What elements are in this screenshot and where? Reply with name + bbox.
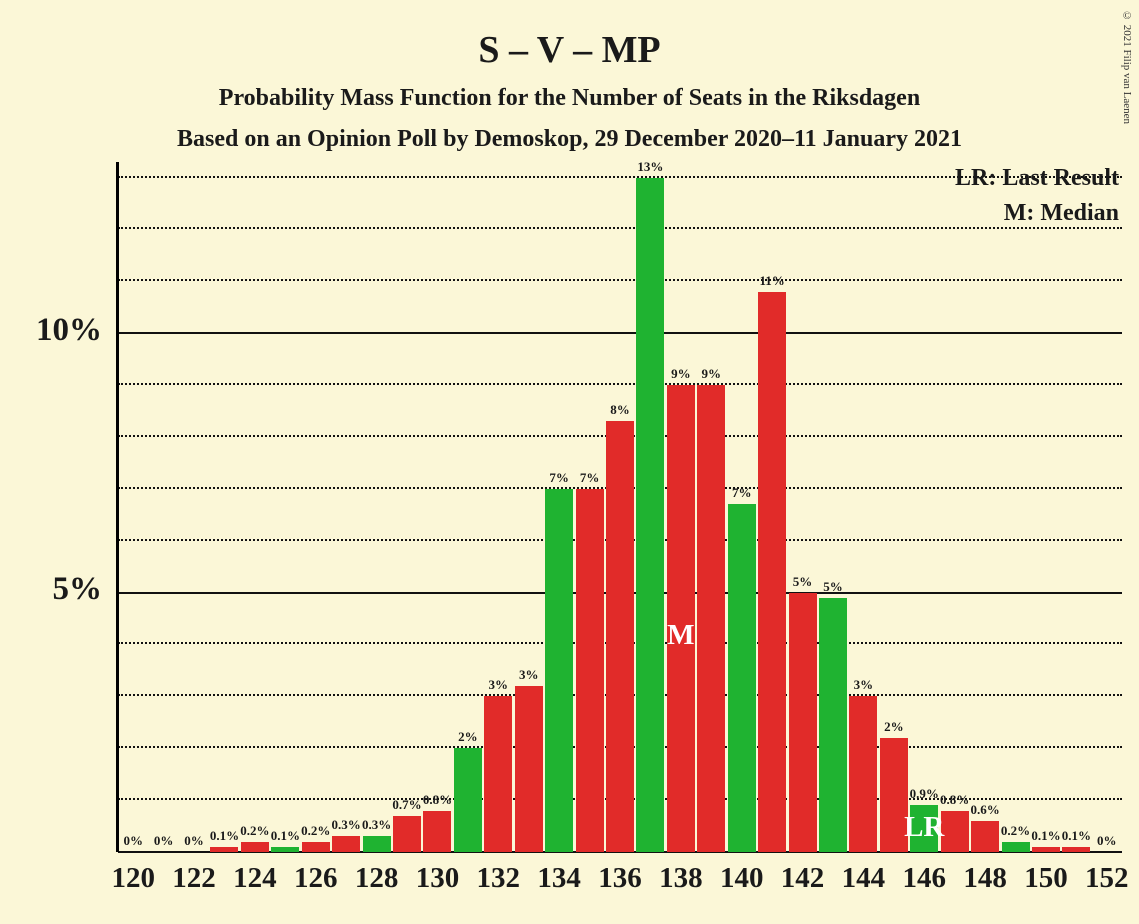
x-tick-label: 152 (1085, 862, 1129, 895)
x-tick-label: 142 (781, 862, 825, 895)
bar-value-label: 0.9% (910, 786, 939, 802)
bar-value-label: 0.1% (1031, 828, 1060, 844)
bar (454, 748, 482, 852)
bar (849, 696, 877, 852)
bar (636, 178, 664, 852)
bar-value-label: 0.2% (301, 823, 330, 839)
x-tick-label: 150 (1024, 862, 1068, 895)
plot-area: 0%0%0%0.1%0.2%0.1%0.2%0.3%0.3%0.7%0.8%2%… (118, 162, 1122, 852)
bar-value-label: 0% (1097, 833, 1117, 849)
bar-value-label: 3% (489, 677, 509, 693)
chart-subtitle-2: Based on an Opinion Poll by Demoskop, 29… (0, 126, 1139, 153)
bar-value-label: 11% (759, 273, 784, 289)
bar (363, 836, 391, 852)
y-tick-label: 5% (0, 571, 102, 608)
bar (423, 811, 451, 853)
bar (758, 292, 786, 852)
x-tick-label: 134 (537, 862, 581, 895)
bar (332, 836, 360, 852)
bar-value-label: 5% (793, 574, 813, 590)
x-tick-label: 132 (477, 862, 521, 895)
bar-value-label: 0.7% (392, 797, 421, 813)
x-tick-label: 128 (355, 862, 399, 895)
bar-value-label: 0.2% (1001, 823, 1030, 839)
chart-page: © 2021 Filip van Laenen S – V – MP Proba… (0, 0, 1139, 924)
bar-value-label: 9% (671, 366, 691, 382)
x-tick-label: 148 (963, 862, 1007, 895)
bar (515, 686, 543, 852)
x-tick-label: 146 (902, 862, 946, 895)
chart-subtitle-1: Probability Mass Function for the Number… (0, 85, 1139, 112)
bar-value-label: 3% (519, 667, 539, 683)
bar-value-label: 0.1% (210, 828, 239, 844)
bar-marker: M (667, 619, 694, 652)
bar-value-label: 7% (732, 485, 752, 501)
bar-value-label: 0.2% (240, 823, 269, 839)
x-tick-label: 136 (598, 862, 642, 895)
bar (271, 847, 299, 852)
bar (1032, 847, 1060, 852)
bar-marker: LR (904, 811, 944, 844)
y-tick-label: 10% (0, 312, 102, 349)
legend-line: M: Median (1004, 200, 1119, 227)
bar (1062, 847, 1090, 852)
x-tick-label: 138 (659, 862, 703, 895)
x-tick-label: 140 (720, 862, 764, 895)
bar-value-label: 0% (184, 833, 204, 849)
bar (302, 842, 330, 852)
x-tick-label: 126 (294, 862, 338, 895)
x-tick-label: 120 (111, 862, 155, 895)
bar (241, 842, 269, 852)
bar-value-label: 8% (610, 402, 630, 418)
bar-value-label: 9% (702, 366, 722, 382)
bar-value-label: 0.3% (362, 817, 391, 833)
legend-line: LR: Last Result (955, 165, 1119, 192)
bar (210, 847, 238, 852)
bar-value-label: 0.6% (970, 802, 999, 818)
bar-value-label: 13% (637, 159, 663, 175)
y-axis (116, 162, 119, 852)
bar (971, 821, 999, 852)
bar (697, 385, 725, 852)
gridline-minor (118, 279, 1122, 281)
bar (393, 816, 421, 852)
x-tick-label: 130 (416, 862, 460, 895)
bar (1002, 842, 1030, 852)
bar-value-label: 0.3% (332, 817, 361, 833)
chart-title: S – V – MP (0, 28, 1139, 72)
x-tick-label: 144 (842, 862, 886, 895)
bar (606, 421, 634, 852)
bar-value-label: 0% (123, 833, 143, 849)
bar-value-label: 2% (884, 719, 904, 735)
bar (484, 696, 512, 852)
bar-value-label: 7% (580, 470, 600, 486)
bar (728, 504, 756, 852)
bar-value-label: 7% (549, 470, 569, 486)
bar (941, 811, 969, 853)
x-tick-label: 124 (233, 862, 277, 895)
bar-value-label: 0% (154, 833, 174, 849)
bar (576, 489, 604, 852)
bar (545, 489, 573, 852)
bar-value-label: 0.8% (423, 792, 452, 808)
bar-value-label: 3% (854, 677, 874, 693)
bar-value-label: 0.1% (1062, 828, 1091, 844)
bar-value-label: 2% (458, 729, 478, 745)
gridline (118, 332, 1122, 334)
x-tick-label: 122 (172, 862, 216, 895)
bar-value-label: 0.8% (940, 792, 969, 808)
gridline-minor (118, 383, 1122, 385)
bar-value-label: 0.1% (271, 828, 300, 844)
bar (819, 598, 847, 852)
bar (789, 593, 817, 852)
gridline-minor (118, 227, 1122, 229)
bar-value-label: 5% (823, 579, 843, 595)
